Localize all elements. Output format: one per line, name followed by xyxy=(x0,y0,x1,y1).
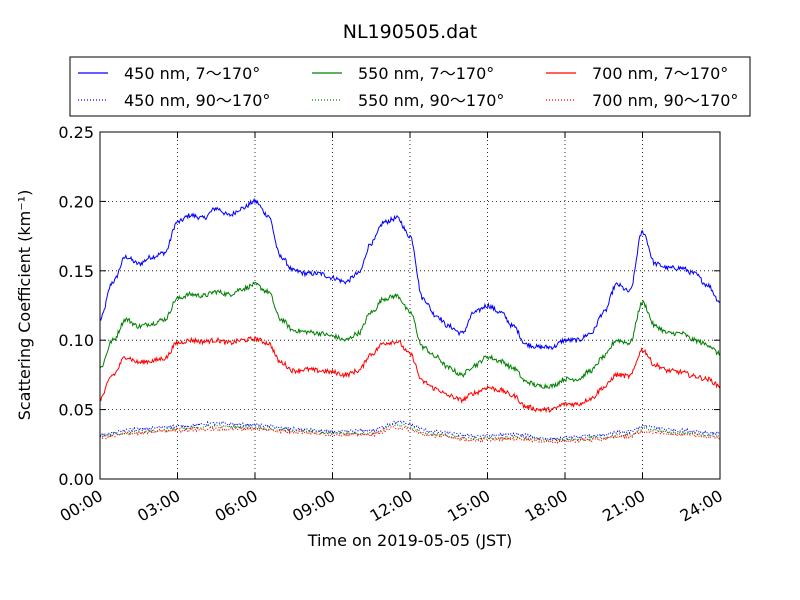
x-tick-label: 00:00 xyxy=(57,486,106,526)
series-line-3 xyxy=(99,419,721,442)
x-tick-label: 09:00 xyxy=(289,486,338,526)
legend: 450 nm, 7～170° 550 nm, 7～170° 700 nm, 7～17… xyxy=(69,56,751,117)
y-tick-label: 0.20 xyxy=(58,192,94,211)
x-tick-label: 12:00 xyxy=(367,486,416,526)
x-tick-label: 06:00 xyxy=(212,486,261,526)
y-axis-label: Scattering Coefficient (km⁻¹) xyxy=(15,190,34,421)
x-tick-label: 03:00 xyxy=(134,486,183,526)
series-line-1 xyxy=(99,281,721,390)
series-line-0 xyxy=(99,197,721,351)
legend-box xyxy=(69,56,751,117)
series-layer xyxy=(99,197,721,444)
legend-label: 550 nm, 90～170° xyxy=(358,91,504,110)
x-tick-label: 24:00 xyxy=(677,486,726,526)
legend-label: 450 nm, 90～170° xyxy=(124,91,270,110)
x-tick-label: 21:00 xyxy=(599,486,648,526)
legend-label: 700 nm, 7～170° xyxy=(592,64,728,83)
x-tick-label: 15:00 xyxy=(444,486,493,526)
x-tick-label: 18:00 xyxy=(522,486,571,526)
y-tick-label: 0.00 xyxy=(58,470,94,489)
x-axis-label: Time on 2019-05-05 (JST) xyxy=(307,531,512,550)
legend-label: 450 nm, 7～170° xyxy=(124,64,260,83)
y-tick-label: 0.15 xyxy=(58,262,94,281)
y-tick-label: 0.05 xyxy=(58,401,94,420)
legend-label: 550 nm, 7～170° xyxy=(358,64,494,83)
legend-label: 700 nm, 90～170° xyxy=(592,91,738,110)
y-tick-label: 0.10 xyxy=(58,331,94,350)
chart-title: NL190505.dat xyxy=(343,21,478,43)
series-line-4 xyxy=(99,423,721,444)
series-line-2 xyxy=(99,335,721,414)
y-tick-label: 0.25 xyxy=(58,123,94,142)
